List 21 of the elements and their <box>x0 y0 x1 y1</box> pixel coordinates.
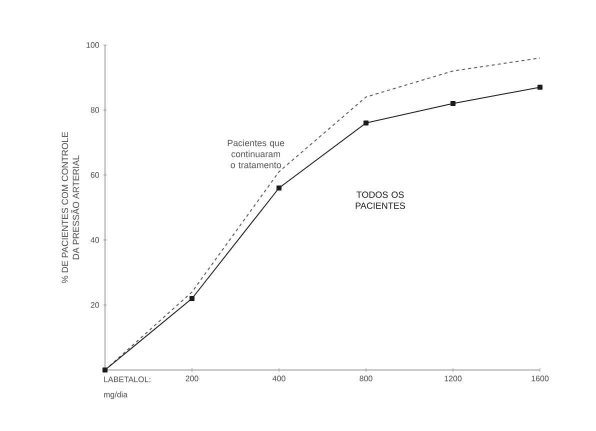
x-tick-label: 800 <box>360 376 372 382</box>
x-axis-title: mg/dia <box>104 392 128 399</box>
y-tick-label: 80 <box>90 107 100 113</box>
point <box>364 120 369 126</box>
y-axis-title: % DE PACIENTES COM CONTROLE DA PRESSÃO ARTERIAL <box>62 132 80 284</box>
point <box>190 296 195 301</box>
y-tick-label: 40 <box>90 237 100 243</box>
text: TODOS OS PACIENTES <box>356 192 406 209</box>
y-tick-label: 60 <box>90 172 100 178</box>
x-tick-label: 200 <box>186 376 198 382</box>
x-tick-label: 1600 <box>532 376 549 382</box>
y-tick-label: 100 <box>86 42 100 48</box>
x-tick-label: 400 <box>272 376 286 382</box>
text: LABETALOL: <box>104 376 150 382</box>
point <box>276 186 282 190</box>
point <box>538 84 543 90</box>
x-tick-label: 1200 <box>444 376 462 382</box>
y-tick-label: 20 <box>90 302 100 308</box>
point <box>102 368 108 372</box>
series-label: Pacientes que continuaram o tratamento <box>228 140 284 168</box>
point <box>450 100 456 106</box>
